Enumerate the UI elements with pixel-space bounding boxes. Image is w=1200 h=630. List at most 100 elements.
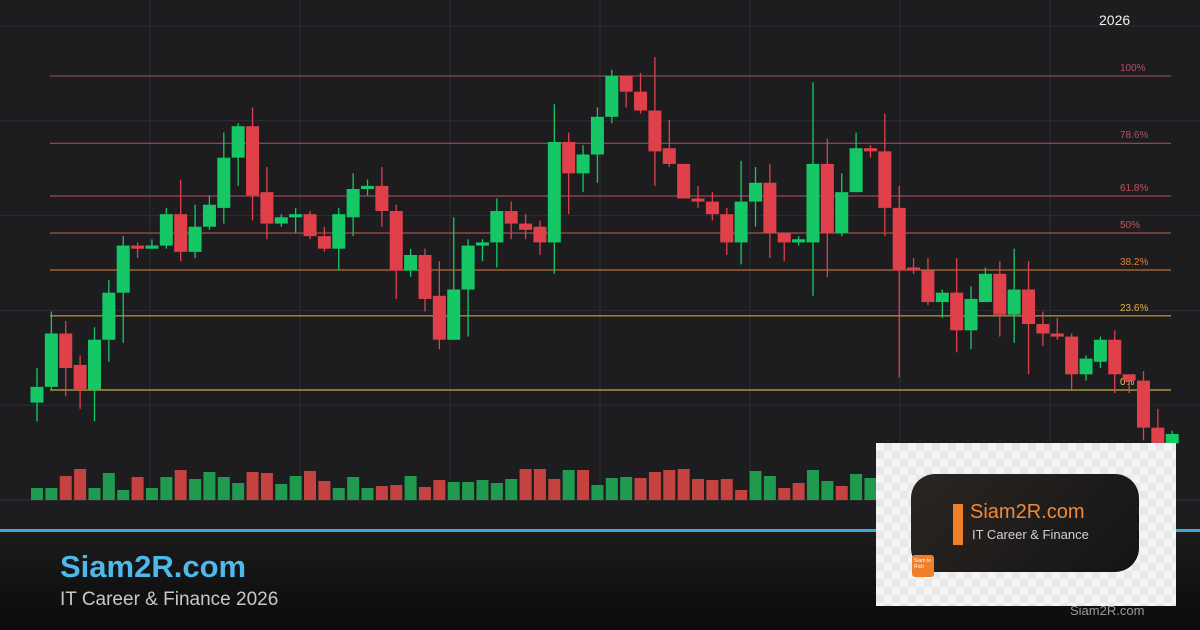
candle-body bbox=[1007, 289, 1021, 315]
candle bbox=[303, 211, 317, 240]
candle bbox=[490, 198, 504, 268]
candle bbox=[892, 185, 906, 378]
candle-body bbox=[59, 333, 73, 369]
candle-body bbox=[533, 226, 547, 243]
volume-bar bbox=[850, 474, 863, 500]
candle-body bbox=[677, 163, 691, 199]
candle bbox=[1136, 371, 1150, 441]
volume-bar bbox=[217, 477, 230, 500]
candle bbox=[849, 132, 863, 193]
logo-name: Siam2R.com bbox=[970, 501, 1085, 523]
candle-body bbox=[777, 233, 791, 243]
candle-body bbox=[892, 207, 906, 271]
volume-bar bbox=[404, 476, 417, 500]
candle bbox=[705, 192, 719, 221]
fib-label: 0% bbox=[1120, 377, 1135, 388]
candle-body bbox=[835, 192, 849, 233]
candle-body bbox=[346, 189, 360, 218]
candle-body bbox=[260, 192, 274, 224]
candle bbox=[1122, 374, 1136, 394]
fib-label: 23.6% bbox=[1120, 303, 1148, 314]
candle bbox=[777, 233, 791, 262]
candle bbox=[475, 239, 489, 262]
volume-bar bbox=[620, 477, 633, 500]
candle bbox=[116, 236, 130, 343]
candle-body bbox=[490, 211, 504, 243]
candle-body bbox=[806, 163, 820, 243]
candle bbox=[1151, 408, 1165, 450]
volume-bar bbox=[74, 469, 87, 500]
candle bbox=[1050, 317, 1064, 340]
accent-divider bbox=[0, 529, 1200, 532]
volume-bar bbox=[548, 479, 561, 500]
volume-bar bbox=[246, 472, 259, 500]
volume-bar bbox=[634, 478, 647, 500]
candle-body bbox=[418, 254, 432, 299]
candle bbox=[763, 163, 777, 259]
candle bbox=[749, 167, 762, 227]
candle-body bbox=[1079, 358, 1093, 375]
candle bbox=[533, 220, 547, 255]
candle-body bbox=[1122, 374, 1136, 381]
candle-body bbox=[1093, 339, 1107, 362]
fib-label: 78.6% bbox=[1120, 130, 1148, 141]
volume-bar bbox=[189, 479, 202, 500]
volume-bar bbox=[59, 476, 72, 500]
volume-bar bbox=[476, 480, 489, 500]
candle bbox=[174, 179, 188, 262]
volume-bar bbox=[260, 473, 273, 500]
volume-bar bbox=[505, 479, 518, 500]
fib-label: 38.2% bbox=[1120, 257, 1148, 268]
candle bbox=[907, 258, 921, 274]
candle bbox=[820, 138, 834, 277]
candle bbox=[734, 160, 748, 265]
candle bbox=[590, 107, 604, 183]
candle-body bbox=[921, 270, 935, 303]
candle-body bbox=[1165, 433, 1179, 444]
candle-body bbox=[590, 116, 604, 155]
volume-bar bbox=[433, 480, 446, 500]
candle bbox=[878, 113, 892, 237]
candle bbox=[634, 72, 648, 114]
candle bbox=[547, 104, 561, 274]
candle-body bbox=[303, 214, 317, 237]
candle-body bbox=[174, 214, 188, 252]
logo-card: Siam2R.com IT Career & Finance bbox=[911, 474, 1139, 572]
candle-body bbox=[1108, 339, 1122, 375]
logo-tagline: IT Career & Finance bbox=[972, 527, 1089, 542]
candle bbox=[921, 258, 935, 306]
candle bbox=[1036, 311, 1050, 347]
watermark: Siam2R.com bbox=[1070, 603, 1145, 618]
candle-body bbox=[504, 211, 518, 224]
candle-body bbox=[361, 185, 375, 190]
candle-body bbox=[519, 223, 533, 230]
candles bbox=[30, 57, 1179, 450]
volume-bar bbox=[792, 483, 805, 500]
candle bbox=[677, 163, 691, 199]
candle-body bbox=[562, 141, 576, 174]
candle-body bbox=[87, 339, 101, 390]
fib-label: 61.8% bbox=[1120, 183, 1148, 194]
candle-body bbox=[648, 110, 662, 152]
candle-body bbox=[202, 204, 216, 227]
candle-body bbox=[935, 292, 949, 303]
brand-title[interactable]: Siam2R.com bbox=[60, 549, 247, 584]
candle-body bbox=[691, 198, 705, 202]
candle bbox=[30, 368, 44, 422]
volume-bars bbox=[31, 469, 891, 500]
candle-body bbox=[131, 245, 145, 249]
volume-bar bbox=[232, 483, 245, 500]
candle bbox=[1093, 336, 1107, 369]
candle-body bbox=[432, 295, 446, 340]
logo-badge-icon: Siam to Rich bbox=[912, 555, 934, 577]
year-label: 2026 bbox=[1099, 12, 1131, 28]
candle-body bbox=[1022, 289, 1036, 325]
candle-body bbox=[145, 245, 159, 249]
candle-body bbox=[878, 151, 892, 208]
volume-bar bbox=[361, 488, 374, 500]
candle-body bbox=[404, 254, 418, 271]
candle-body bbox=[73, 364, 87, 390]
volume-bar bbox=[577, 470, 590, 500]
candle-body bbox=[993, 273, 1007, 315]
candle bbox=[562, 132, 576, 215]
